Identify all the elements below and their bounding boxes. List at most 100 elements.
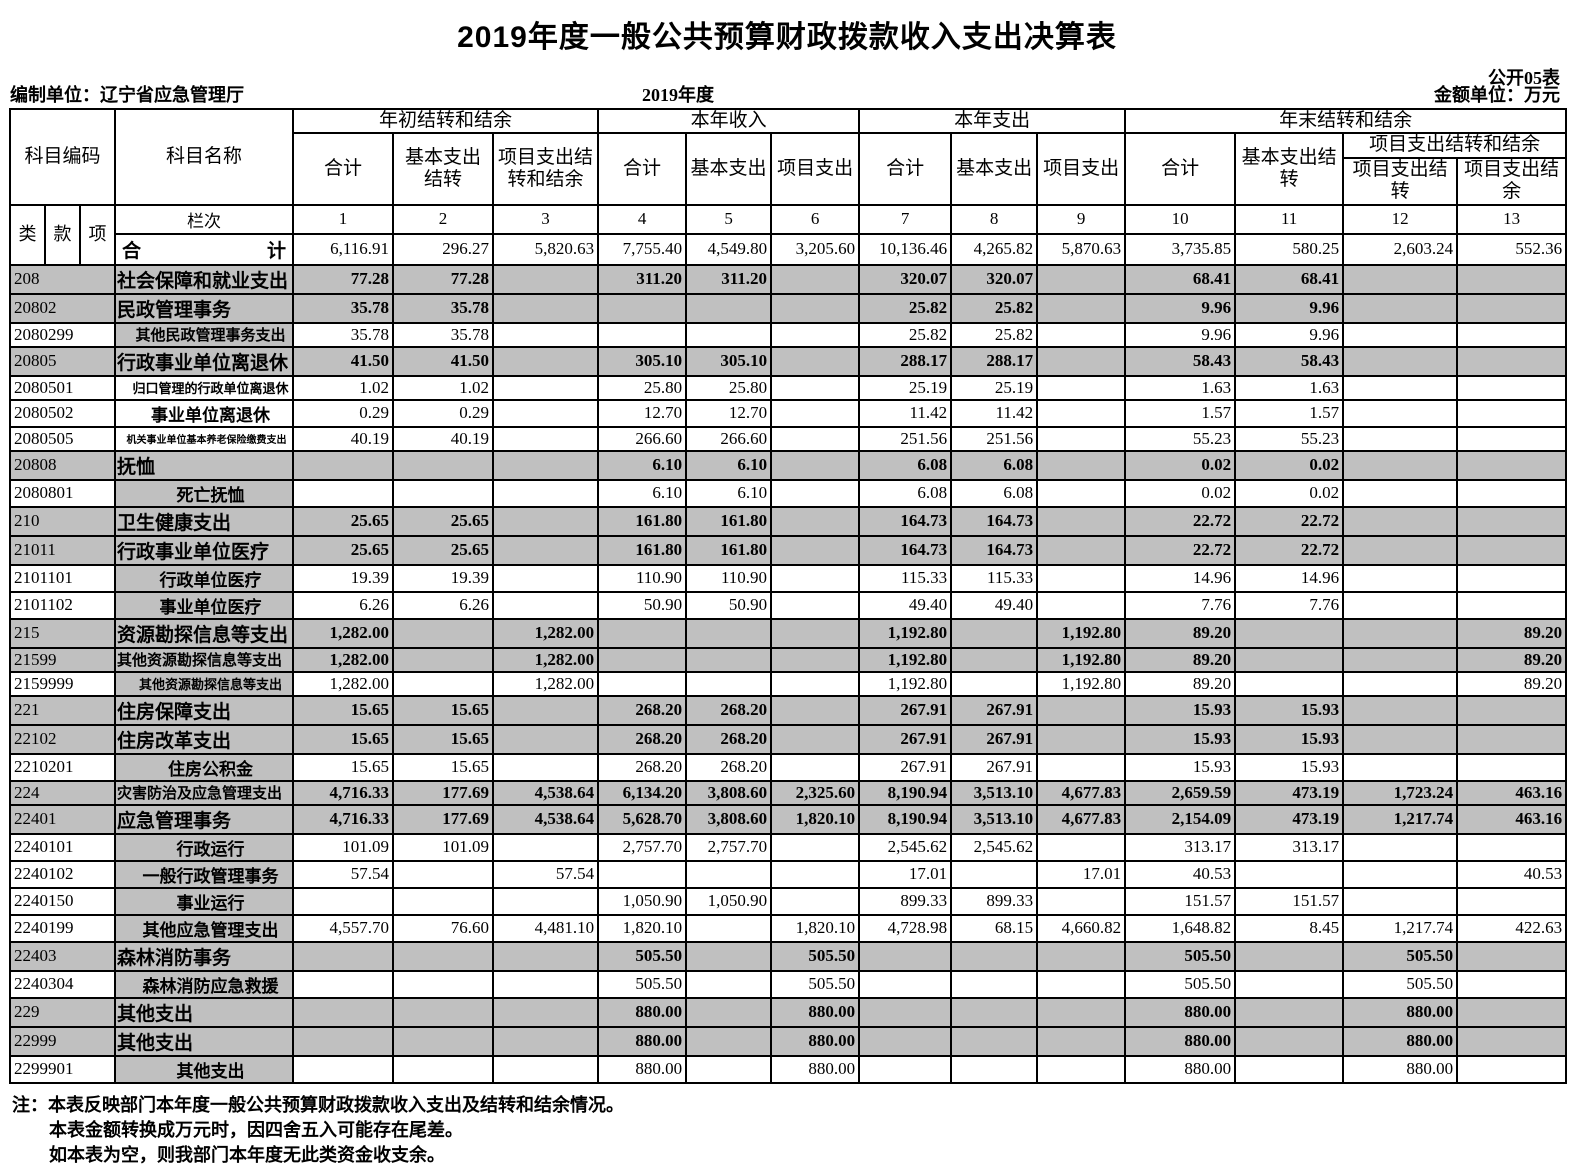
value-cell: 2,154.09 bbox=[1124, 803, 1237, 835]
value-cell: 267.91 bbox=[858, 752, 953, 782]
value-cell: 89.20 bbox=[1124, 617, 1237, 649]
value-cell: 880.00 bbox=[1124, 996, 1237, 1028]
value-cell bbox=[770, 886, 861, 916]
value-cell bbox=[1036, 996, 1127, 1028]
value-cell bbox=[770, 449, 861, 481]
value-cell bbox=[492, 505, 600, 537]
value-cell: 17.01 bbox=[1036, 859, 1127, 889]
value-cell bbox=[1342, 374, 1459, 401]
value-cell: 55.23 bbox=[1234, 425, 1345, 452]
value-cell bbox=[1036, 292, 1127, 324]
value-cell bbox=[858, 1054, 953, 1084]
header-leaf-row: 合计 基本支出结转 项目支出结转和结余 合计 基本支出 项目支出 合计 基本支出… bbox=[10, 132, 1568, 206]
total-value-cell: 5,870.63 bbox=[1036, 232, 1127, 266]
value-cell: 89.20 bbox=[1456, 670, 1568, 697]
value-cell bbox=[770, 752, 861, 782]
value-cell bbox=[1456, 723, 1568, 755]
value-cell: 268.20 bbox=[685, 723, 773, 755]
footnotes: 注：本表反映部门本年度一般公共预算财政拨款收入支出及结转和结余情况。 本表金额转… bbox=[12, 1093, 1574, 1168]
subject-name-cell: 其他应急管理支出 bbox=[114, 913, 295, 943]
value-cell: 1,723.24 bbox=[1342, 779, 1459, 806]
value-cell: 268.20 bbox=[597, 752, 688, 782]
value-cell bbox=[597, 617, 688, 649]
prepared-by-label: 编制单位：辽宁省应急管理厅 bbox=[10, 85, 244, 105]
subject-code-cell: 2080299 bbox=[8, 321, 117, 348]
total-value-cell: 4,265.82 bbox=[950, 232, 1039, 266]
value-cell: 1,217.74 bbox=[1342, 913, 1459, 943]
value-cell: 22.72 bbox=[1234, 505, 1345, 537]
value-cell bbox=[685, 913, 773, 943]
value-cell: 505.50 bbox=[597, 969, 688, 999]
value-cell bbox=[1036, 723, 1127, 755]
value-cell: 110.90 bbox=[597, 563, 688, 593]
value-cell bbox=[1342, 321, 1459, 348]
value-cell bbox=[1036, 1025, 1127, 1057]
value-cell bbox=[492, 886, 600, 916]
value-cell bbox=[392, 859, 495, 889]
value-cell bbox=[770, 832, 861, 862]
value-cell: 4,481.10 bbox=[492, 913, 600, 943]
header-group-row: 科目编码 科目名称 年初结转和结余 本年收入 本年支出 年末结转和结余 bbox=[8, 107, 1568, 206]
value-cell: 463.16 bbox=[1456, 803, 1568, 835]
value-cell: 161.80 bbox=[597, 505, 688, 537]
value-cell bbox=[292, 969, 395, 999]
value-cell: 880.00 bbox=[1342, 996, 1459, 1028]
subject-name-cell: 森林消防事务 bbox=[114, 940, 295, 972]
header-group-opening-balance: 年初结转和结余 bbox=[292, 107, 600, 135]
value-cell: 268.20 bbox=[597, 694, 688, 726]
header-item: 项 bbox=[78, 203, 117, 266]
header-col-4: 合计 bbox=[597, 132, 688, 206]
value-cell bbox=[858, 996, 953, 1028]
value-cell bbox=[1234, 969, 1345, 999]
value-cell bbox=[1456, 832, 1568, 862]
table-row: 2240199 其他应急管理支出 4,557.70 76.60 4,481.10 1,82… bbox=[8, 913, 1568, 943]
value-cell bbox=[770, 292, 861, 324]
value-cell bbox=[770, 505, 861, 537]
value-cell bbox=[597, 670, 688, 697]
value-cell: 151.57 bbox=[1124, 886, 1237, 916]
value-cell bbox=[950, 670, 1039, 697]
subject-code-cell: 20808 bbox=[8, 449, 117, 481]
value-cell: 505.50 bbox=[1124, 969, 1237, 999]
value-cell bbox=[292, 449, 395, 481]
col-number-cell: 4 bbox=[597, 203, 688, 235]
value-cell: 19.39 bbox=[392, 563, 495, 593]
subject-code-cell: 21599 bbox=[8, 646, 117, 673]
value-cell: 40.19 bbox=[292, 425, 395, 452]
value-cell: 15.65 bbox=[392, 694, 495, 726]
value-cell bbox=[770, 478, 861, 508]
value-cell bbox=[492, 996, 600, 1028]
value-cell bbox=[1036, 694, 1127, 726]
value-cell bbox=[597, 646, 688, 673]
value-cell bbox=[1036, 534, 1127, 566]
value-cell bbox=[770, 646, 861, 673]
value-cell bbox=[770, 263, 861, 295]
value-cell: 288.17 bbox=[858, 345, 953, 377]
subject-name-cell: 其他支出 bbox=[114, 1025, 295, 1057]
header-col-3: 项目支出结转和结余 bbox=[492, 132, 600, 206]
value-cell bbox=[770, 321, 861, 348]
value-cell: 25.82 bbox=[950, 321, 1039, 348]
subject-code-cell: 2080501 bbox=[8, 374, 117, 401]
value-cell bbox=[492, 694, 600, 726]
value-cell: 15.93 bbox=[1124, 723, 1237, 755]
subject-name-cell: 其他资源勘探信息等支出 bbox=[114, 670, 295, 697]
value-cell bbox=[492, 534, 600, 566]
table-row: 2101101 行政单位医疗 19.39 19.39 110.90 110.90 115.3… bbox=[8, 563, 1568, 593]
table-row: 2240101 行政运行 101.09 101.09 2,757.70 2,757.70 2… bbox=[8, 832, 1568, 862]
subject-name-cell: 灾害防治及应急管理支出 bbox=[114, 779, 295, 806]
value-cell: 3,513.10 bbox=[950, 779, 1039, 806]
value-cell: 7.76 bbox=[1124, 590, 1237, 620]
value-cell bbox=[1342, 670, 1459, 697]
col-number-cell: 12 bbox=[1342, 203, 1459, 235]
budget-final-accounts-table: 科目编码 科目名称 年初结转和结余 本年收入 本年支出 年末结转和结余 合计 基… bbox=[8, 107, 1568, 1084]
value-cell: 4,728.98 bbox=[858, 913, 953, 943]
value-cell bbox=[1456, 478, 1568, 508]
value-cell bbox=[292, 886, 395, 916]
value-cell: 9.96 bbox=[1234, 292, 1345, 324]
value-cell bbox=[1456, 563, 1568, 593]
subject-name-cell: 机关事业单位基本养老保险缴费支出 bbox=[114, 425, 295, 452]
value-cell: 899.33 bbox=[950, 886, 1039, 916]
value-cell bbox=[292, 1054, 395, 1084]
value-cell bbox=[1456, 534, 1568, 566]
